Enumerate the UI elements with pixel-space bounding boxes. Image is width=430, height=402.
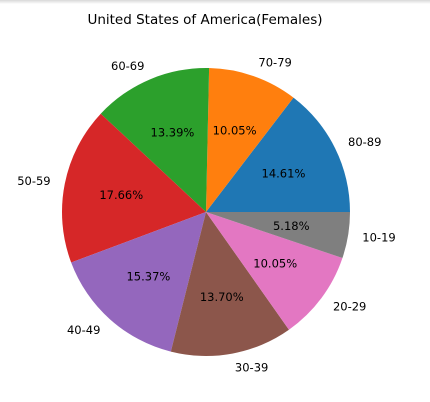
pie-slice-20-29 [206,212,343,330]
slice-label-30-39: 30-39 [235,361,268,375]
pct-label-80-89: 14.61% [262,167,306,181]
pct-label-20-29: 10.05% [253,257,297,271]
pie-slice-60-69 [100,67,210,212]
slice-label-50-59: 50-59 [17,174,50,188]
pct-label-30-39: 13.70% [200,290,244,304]
pie-slice-10-19 [206,212,350,259]
pct-label-70-79: 10.05% [213,123,257,137]
pie-slice-30-39 [170,212,289,357]
slice-label-20-29: 20-29 [333,300,366,314]
pie-slices [61,67,350,357]
window-edge-shadow [0,0,430,4]
pct-label-60-69: 13.39% [151,125,195,139]
slice-label-80-89: 80-89 [348,135,381,149]
pie-labels: 14.61% 80-89 10.05% 70-79 13.39% 60-69 17.66% 5… [17,56,396,375]
slice-label-40-49: 40-49 [67,323,100,337]
pie-slice-50-59 [61,113,206,263]
pie-slice-80-89 [206,97,350,212]
slice-label-70-79: 70-79 [258,56,291,70]
chart-title: United States of America(Females) [87,12,322,28]
slice-label-60-69: 60-69 [111,59,144,73]
pct-label-10-19: 5.18% [273,219,310,233]
pct-label-50-59: 17.66% [99,188,143,202]
slice-label-10-19: 10-19 [362,231,395,245]
pie-slice-70-79 [206,68,294,212]
pie-slice-40-49 [71,212,207,352]
pct-label-40-49: 15.37% [126,269,170,283]
